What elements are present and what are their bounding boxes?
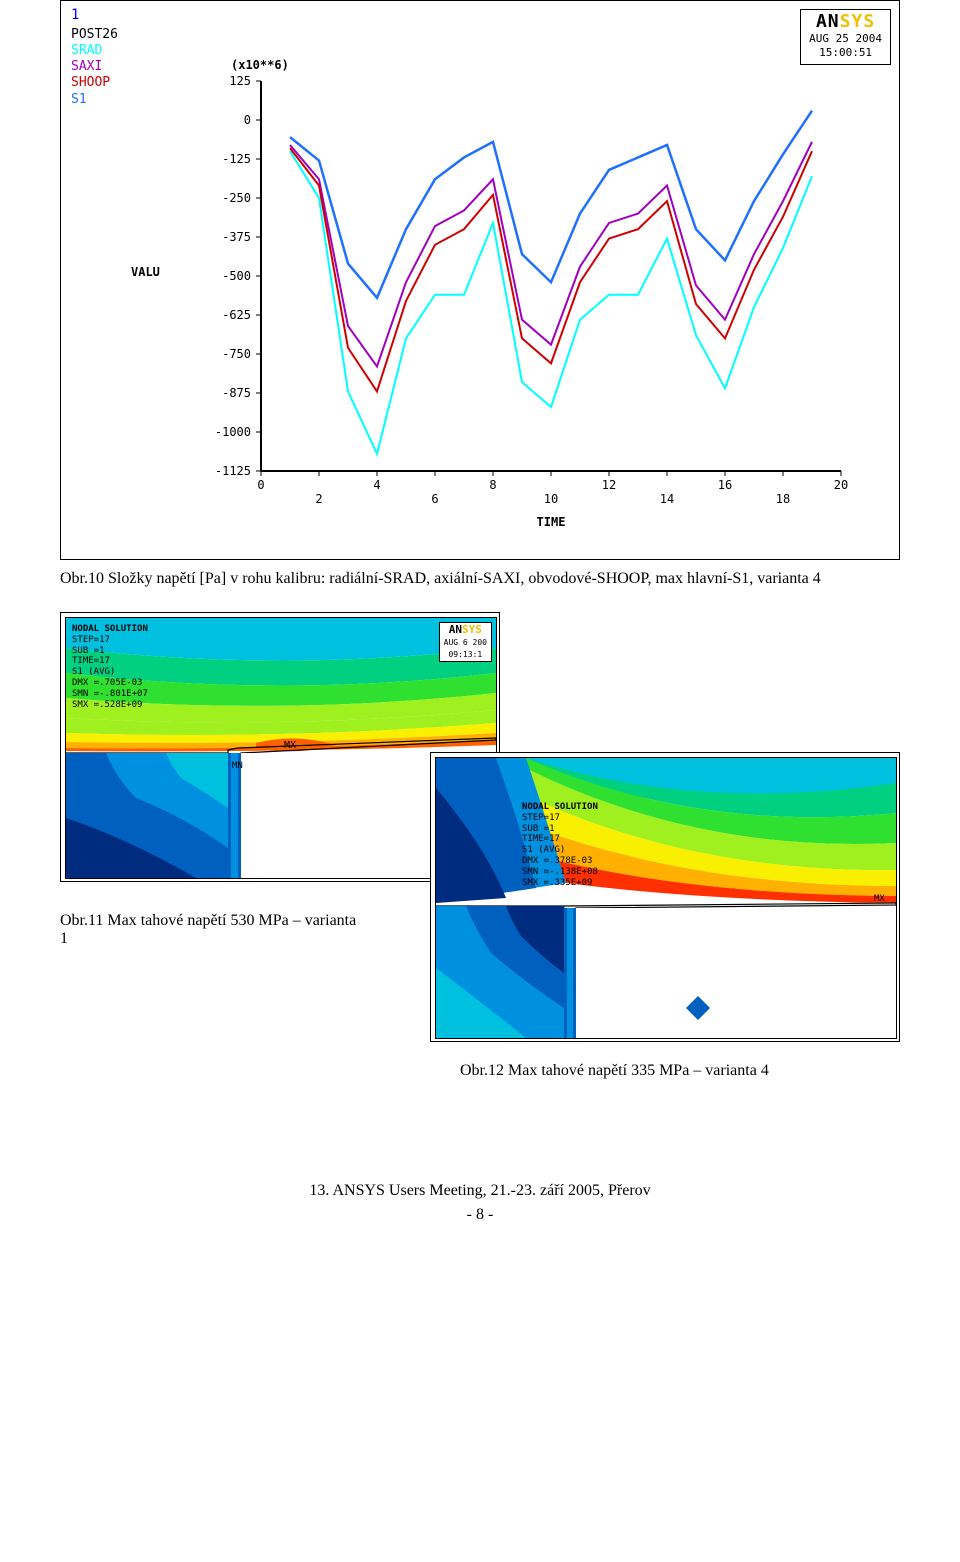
svg-text:4: 4 (373, 478, 380, 492)
caption-sim-a-line1: Obr.11 Max tahové napětí 530 MPa – varia… (60, 912, 356, 947)
svg-text:20: 20 (834, 478, 848, 492)
page-number: - 8 - (60, 1206, 900, 1224)
svg-text:-875: -875 (222, 386, 251, 400)
footer-text: 13. ANSYS Users Meeting, 21.-23. září 20… (60, 1182, 900, 1200)
sim-a-ansys-box: ANSYS AUG 6 200 09:13:1 (439, 622, 492, 662)
two-images-region: MX MN NODAL SOLUTIONSTEP=17SUB =1TIME=17S… (60, 612, 900, 1142)
svg-text:-500: -500 (222, 269, 251, 283)
sim-a-info: NODAL SOLUTIONSTEP=17SUB =1TIME=17S1 (AV… (72, 624, 148, 710)
sim-b-info: NODAL SOLUTIONSTEP=17SUB =1TIME=17S1 (AV… (522, 802, 598, 888)
svg-text:2: 2 (315, 492, 322, 506)
svg-text:0: 0 (244, 113, 251, 127)
sim-image-b: MX NODAL SOLUTIONSTEP=17SUB =1TIME=17S1 … (435, 757, 897, 1039)
sim-a-date: AUG 6 200 (444, 638, 487, 647)
svg-text:6: 6 (431, 492, 438, 506)
svg-text:14: 14 (660, 492, 674, 506)
svg-text:-1000: -1000 (215, 425, 251, 439)
svg-text:(x10**6): (x10**6) (231, 58, 289, 72)
svg-text:-375: -375 (222, 230, 251, 244)
svg-text:16: 16 (718, 478, 732, 492)
svg-text:-625: -625 (222, 308, 251, 322)
caption-sim-a: Obr.11 Max tahové napětí 530 MPa – varia… (60, 912, 360, 948)
svg-text:8: 8 (489, 478, 496, 492)
svg-text:0: 0 (257, 478, 264, 492)
svg-text:MX: MX (874, 894, 885, 904)
svg-text:-750: -750 (222, 347, 251, 361)
svg-text:12: 12 (602, 478, 616, 492)
svg-text:-1125: -1125 (215, 464, 251, 478)
chart-frame: ANSYS AUG 25 2004 15:00:51 1 POST26 SRAD… (60, 0, 900, 560)
svg-text:-250: -250 (222, 191, 251, 205)
sim-image-b-frame: MX NODAL SOLUTIONSTEP=17SUB =1TIME=17S1 … (430, 752, 900, 1042)
svg-text:TIME: TIME (537, 515, 566, 529)
caption-top: Obr.10 Složky napětí [Pa] v rohu kalibru… (60, 570, 900, 588)
svg-text:-125: -125 (222, 152, 251, 166)
svg-text:125: 125 (229, 74, 251, 88)
line-chart: (x10**6) 125 0 -125 -250 -375 -500 -625 -750 -875… (71, 11, 881, 551)
sim-a-time: 09:13:1 (448, 650, 482, 659)
svg-text:MN: MN (232, 761, 243, 771)
svg-text:18: 18 (776, 492, 790, 506)
svg-text:10: 10 (544, 492, 558, 506)
ansys-logo-small: ANSYS (449, 623, 482, 636)
svg-text:VALU: VALU (131, 265, 160, 279)
caption-sim-b: Obr.12 Max tahové napětí 335 MPa – varia… (460, 1062, 900, 1080)
